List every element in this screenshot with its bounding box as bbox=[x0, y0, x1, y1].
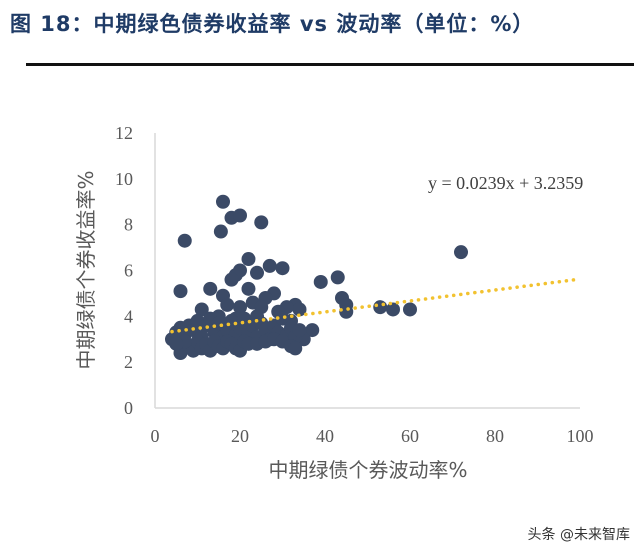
data-point bbox=[250, 265, 264, 280]
data-point bbox=[203, 281, 218, 296]
watermark: 头条 @未来智库 bbox=[527, 527, 630, 543]
data-point bbox=[241, 281, 256, 296]
data-point bbox=[288, 341, 303, 356]
data-point bbox=[233, 208, 247, 223]
data-point bbox=[262, 258, 277, 273]
y-tick-label: 0 bbox=[124, 398, 133, 418]
data-point bbox=[386, 302, 400, 317]
data-point bbox=[292, 302, 307, 317]
y-tick-label: 8 bbox=[124, 215, 133, 235]
trendline bbox=[170, 277, 582, 334]
data-point bbox=[233, 300, 247, 315]
data-point bbox=[254, 215, 269, 230]
x-tick-label: 20 bbox=[231, 426, 249, 446]
data-point bbox=[177, 233, 192, 248]
x-tick-label: 60 bbox=[401, 426, 419, 446]
data-point bbox=[275, 261, 290, 276]
x-tick-label: 0 bbox=[151, 426, 160, 446]
data-point bbox=[373, 300, 388, 315]
data-point bbox=[213, 224, 228, 239]
x-tick-label: 100 bbox=[567, 426, 594, 446]
y-tick-label: 10 bbox=[115, 169, 133, 189]
data-point bbox=[292, 323, 307, 338]
x-tick-label: 40 bbox=[316, 426, 334, 446]
trendline-equation: y = 0.0239x + 3.2359 bbox=[428, 173, 583, 193]
data-point bbox=[275, 311, 290, 326]
page-title: 图 18：中期绿色债券收益率 vs 波动率（单位：%） bbox=[10, 12, 535, 36]
trendline-layer bbox=[170, 277, 582, 334]
title-divider bbox=[26, 63, 634, 66]
data-point bbox=[220, 297, 235, 312]
chart-axes: 0 2 4 6 8 10 12 0 20 40 60 80 100 bbox=[115, 123, 594, 446]
data-point bbox=[194, 302, 209, 317]
data-point bbox=[173, 284, 188, 299]
data-point bbox=[454, 245, 468, 260]
data-points bbox=[165, 194, 468, 360]
chart-labels: y = 0.0239x + 3.2359 中期绿债个券波动率% 中期绿债个券收益… bbox=[74, 170, 583, 482]
data-point bbox=[313, 274, 328, 289]
x-axis-title: 中期绿债个券波动率% bbox=[268, 458, 467, 482]
data-point bbox=[330, 270, 345, 285]
y-axis-title: 中期绿债个券收益率% bbox=[74, 170, 98, 369]
y-tick-label: 2 bbox=[124, 352, 133, 372]
x-tick-label: 80 bbox=[486, 426, 504, 446]
data-point bbox=[169, 336, 184, 351]
y-tick-label: 6 bbox=[124, 261, 133, 281]
data-point bbox=[216, 194, 230, 209]
y-tick-label: 4 bbox=[124, 306, 133, 326]
y-tick-label: 12 bbox=[115, 123, 133, 143]
data-point bbox=[224, 272, 239, 287]
data-point bbox=[403, 302, 417, 317]
data-point bbox=[241, 252, 256, 267]
data-point bbox=[305, 323, 320, 338]
data-point bbox=[339, 304, 354, 319]
